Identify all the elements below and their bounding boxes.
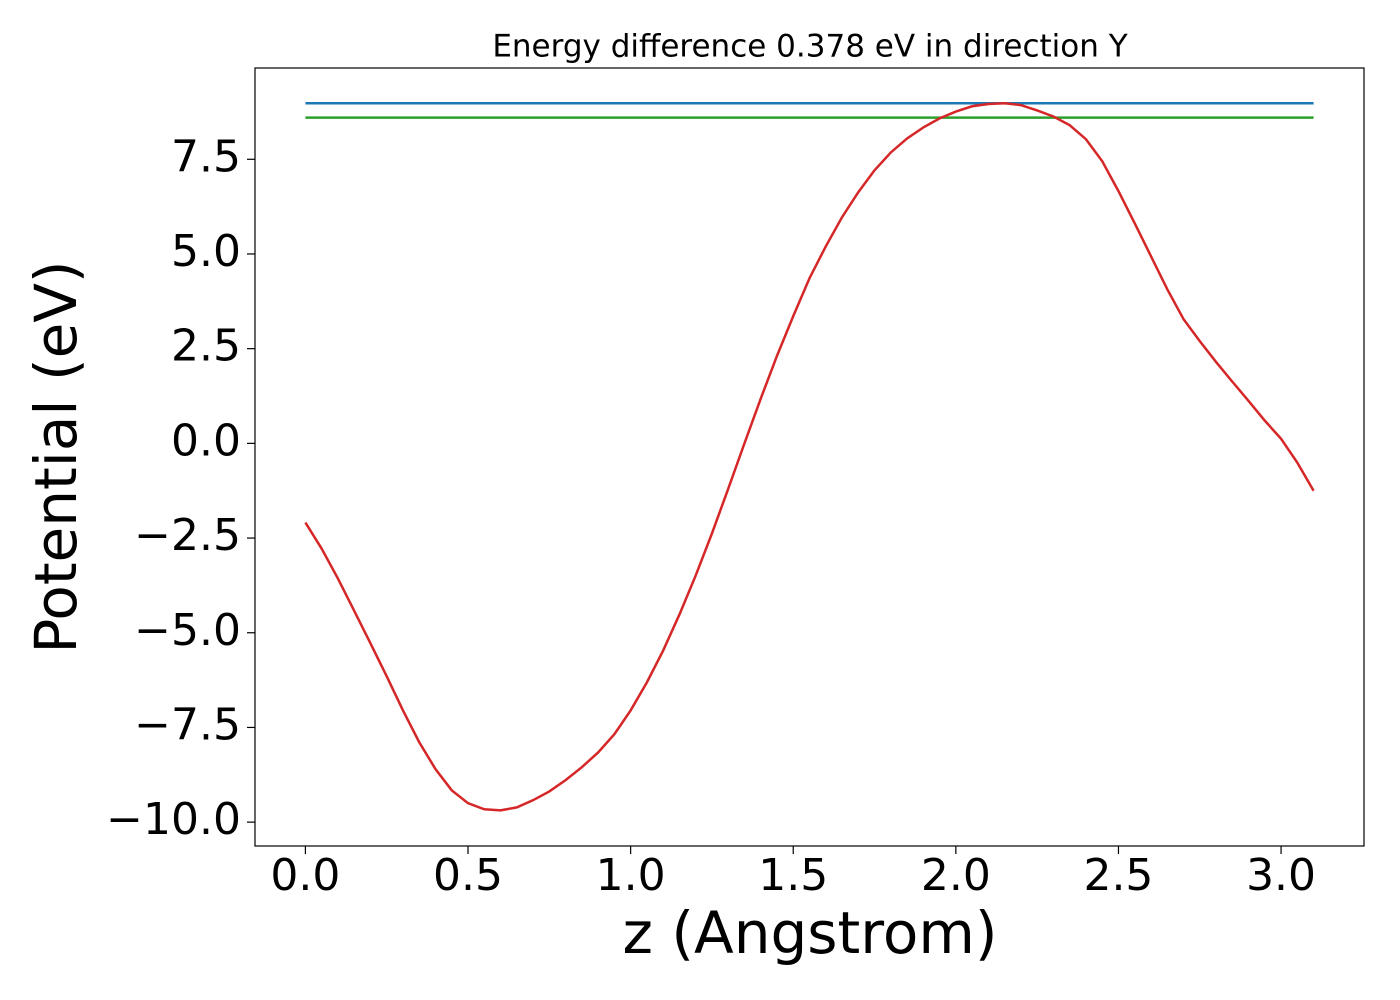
x-tick-label: 1.0 bbox=[596, 850, 666, 901]
x-tick-label: 3.0 bbox=[1246, 850, 1316, 901]
x-tick-label: 2.0 bbox=[921, 850, 991, 901]
x-tick-label: 2.5 bbox=[1083, 850, 1153, 901]
y-tick-label: −10.0 bbox=[106, 794, 241, 845]
y-tick-label: −5.0 bbox=[134, 605, 241, 656]
y-axis-label: Potential (eV) bbox=[22, 260, 90, 653]
y-tick-label: −2.5 bbox=[134, 510, 241, 561]
x-tick-label: 0.5 bbox=[433, 850, 503, 901]
x-tick-label: 0.0 bbox=[270, 850, 340, 901]
chart-title: Energy difference 0.378 eV in direction … bbox=[492, 29, 1127, 65]
y-tick-label: 2.5 bbox=[171, 321, 241, 372]
y-tick-label: 0.0 bbox=[171, 415, 241, 466]
y-tick-label: 7.5 bbox=[171, 131, 241, 182]
plot-frame bbox=[254, 67, 1365, 847]
x-tick-label: 1.5 bbox=[758, 850, 828, 901]
y-tick-label: −7.5 bbox=[134, 699, 241, 750]
series-line bbox=[304, 101, 1315, 812]
y-tick-label: 5.0 bbox=[171, 226, 241, 277]
x-axis-label: z (Angstrom) bbox=[623, 899, 998, 967]
